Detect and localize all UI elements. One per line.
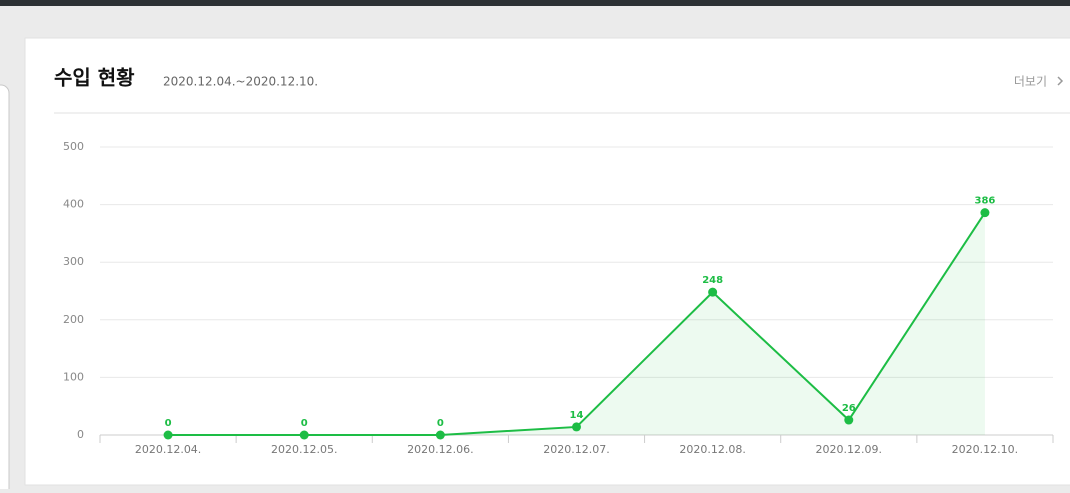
x-tick-label: 2020.12.06. [407,443,473,456]
value-label: 26 [842,403,856,414]
point [980,208,990,218]
period: 2020.12.04.~2020.12.10. [163,75,318,89]
point [844,415,854,425]
area [168,212,985,435]
more-button[interactable]: 더보기 [1014,75,1064,89]
point [708,287,718,297]
x-tick-label: 2020.12.08. [679,443,745,456]
side-panel [0,84,10,493]
more-link[interactable]: 더보기 [1014,75,1047,89]
card-title: 수입 현황 [54,66,135,90]
y-tick-label: 300 [63,255,84,268]
y-tick-label: 500 [63,140,84,153]
value-label: 14 [570,410,584,421]
point [572,422,581,432]
x-tick-label: 2020.12.10. [952,443,1018,456]
top-bar [0,0,1070,6]
plot: 0 100 200 300 400 500 2020.12.04. 2020.12.05. 20… [63,140,1054,456]
value-label: 0 [301,418,308,429]
point [163,430,173,440]
point [435,430,445,440]
x-tick-label: 2020.12.04. [135,443,201,456]
value-label: 386 [974,196,995,207]
value-label: 0 [165,418,172,429]
y-tick-label: 0 [77,428,84,441]
point [299,430,309,440]
x-tick-label: 2020.12.07. [543,443,609,456]
y-tick-label: 200 [63,313,84,326]
y-tick-label: 400 [63,198,84,211]
value-label: 248 [702,275,723,286]
y-tick-label: 100 [63,370,84,383]
x-tick-label: 2020.12.05. [271,443,337,456]
chevron-icon [1057,76,1064,86]
x-tick-label: 2020.12.09. [816,443,882,456]
value-label: 0 [437,418,444,429]
